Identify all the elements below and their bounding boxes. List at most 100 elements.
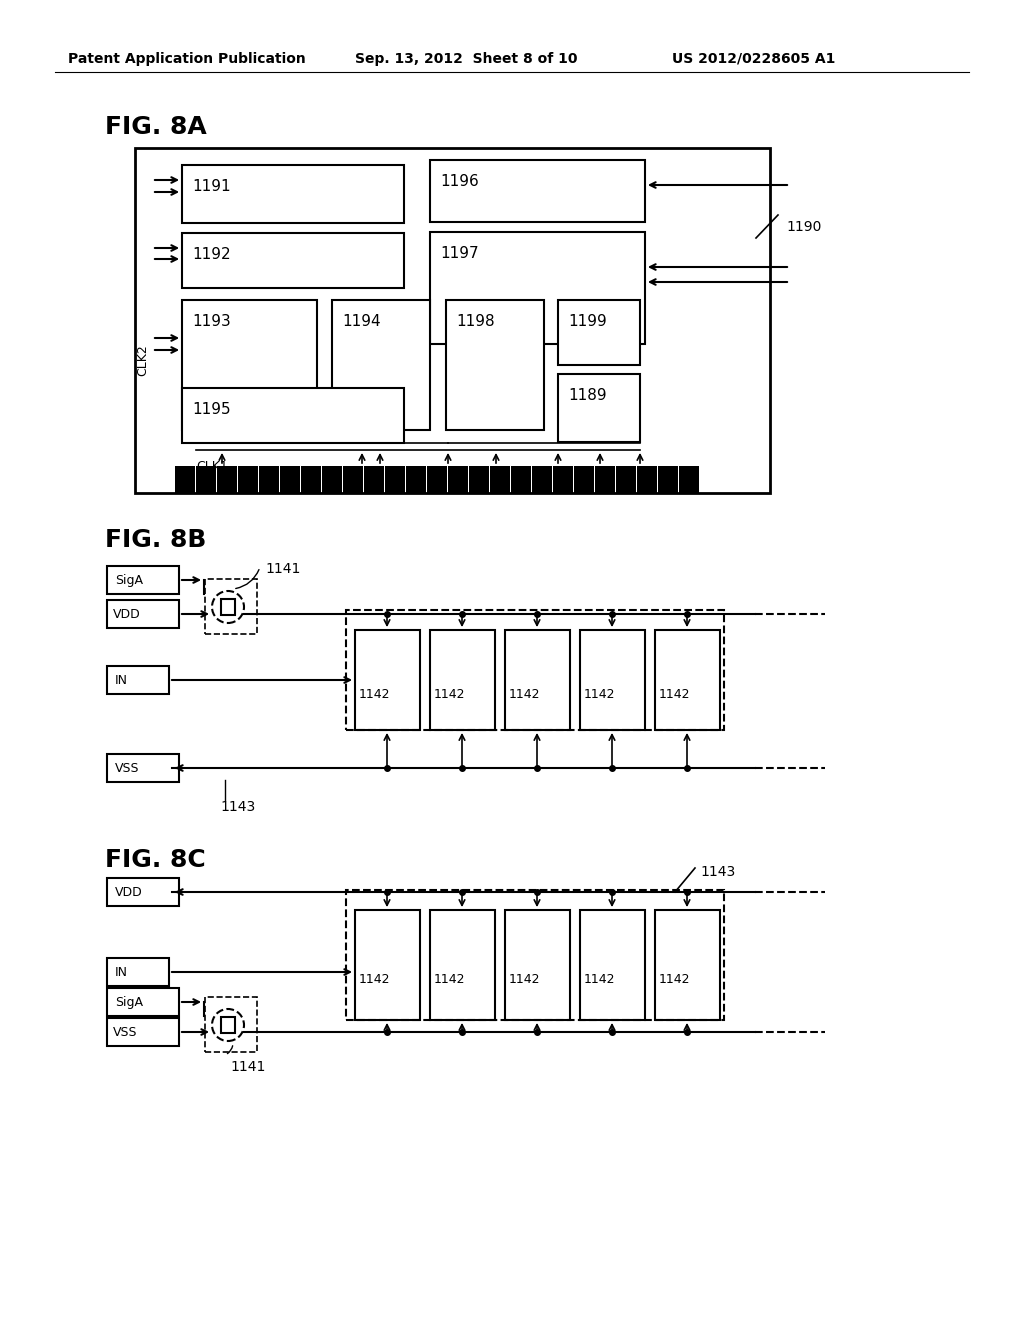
Text: 1142: 1142 — [659, 973, 690, 986]
Text: 1142: 1142 — [584, 688, 615, 701]
Bar — [430, 232, 645, 345]
Bar — [106, 987, 179, 1016]
Bar — [106, 878, 179, 906]
Bar — [135, 148, 770, 492]
Bar — [106, 958, 169, 986]
Bar — [182, 165, 404, 223]
Bar — [505, 909, 570, 1020]
Text: FIG. 8A: FIG. 8A — [105, 115, 207, 139]
Bar — [406, 466, 426, 494]
Bar — [558, 374, 640, 442]
Text: 1191: 1191 — [193, 180, 230, 194]
Bar — [106, 1018, 179, 1045]
Text: VDD: VDD — [115, 886, 142, 899]
Bar — [221, 599, 234, 615]
Bar — [505, 630, 570, 730]
Bar — [217, 466, 237, 494]
Bar — [301, 466, 321, 494]
Bar — [175, 466, 195, 494]
Bar — [106, 667, 169, 694]
Text: 1190: 1190 — [786, 220, 821, 234]
Bar — [655, 630, 720, 730]
Text: Sep. 13, 2012  Sheet 8 of 10: Sep. 13, 2012 Sheet 8 of 10 — [355, 51, 578, 66]
Bar — [558, 300, 640, 366]
Bar — [385, 466, 406, 494]
Bar — [446, 300, 544, 430]
Bar — [259, 466, 279, 494]
Text: CLK2: CLK2 — [136, 345, 150, 376]
Text: FIG. 8B: FIG. 8B — [105, 528, 207, 552]
Text: 1196: 1196 — [440, 174, 479, 189]
Bar — [346, 890, 724, 1020]
Bar — [655, 909, 720, 1020]
Text: FIG. 8C: FIG. 8C — [105, 847, 206, 873]
Bar — [430, 630, 495, 730]
Bar — [511, 466, 531, 494]
Text: 1194: 1194 — [342, 314, 381, 329]
Bar — [280, 466, 300, 494]
Bar — [106, 601, 179, 628]
Bar — [182, 388, 404, 444]
Text: 1192: 1192 — [193, 247, 230, 261]
Text: SigA: SigA — [115, 574, 143, 587]
Text: 1143: 1143 — [220, 800, 255, 814]
Bar — [469, 466, 489, 494]
Bar — [637, 466, 657, 494]
Text: IN: IN — [115, 675, 128, 686]
Bar — [182, 300, 317, 430]
Text: 1189: 1189 — [568, 388, 606, 403]
Text: 1141: 1141 — [265, 562, 300, 576]
Text: IN: IN — [115, 966, 128, 979]
Text: 1198: 1198 — [456, 314, 495, 329]
Bar — [196, 466, 216, 494]
Text: 1141: 1141 — [230, 1060, 265, 1074]
Text: VSS: VSS — [115, 762, 139, 775]
Bar — [238, 466, 258, 494]
Text: 1142: 1142 — [659, 688, 690, 701]
Bar — [616, 466, 636, 494]
Circle shape — [212, 1008, 244, 1041]
Bar — [658, 466, 678, 494]
Bar — [332, 300, 430, 430]
Bar — [322, 466, 342, 494]
Bar — [182, 234, 404, 288]
Text: 1199: 1199 — [568, 314, 607, 329]
Bar — [205, 579, 257, 634]
Text: 1142: 1142 — [509, 973, 541, 986]
Bar — [427, 466, 447, 494]
Text: 1142: 1142 — [434, 688, 466, 701]
Bar — [449, 466, 468, 494]
Bar — [355, 909, 420, 1020]
Text: 1195: 1195 — [193, 403, 230, 417]
Text: 1142: 1142 — [359, 973, 390, 986]
Bar — [346, 610, 724, 730]
Bar — [221, 1016, 234, 1034]
Bar — [580, 630, 645, 730]
Text: 1193: 1193 — [193, 314, 230, 329]
Bar — [355, 630, 420, 730]
Circle shape — [212, 591, 244, 623]
Text: VSS: VSS — [113, 1026, 137, 1039]
Bar — [580, 909, 645, 1020]
Text: CLK1: CLK1 — [196, 459, 227, 473]
Bar — [430, 909, 495, 1020]
Bar — [430, 160, 645, 222]
Bar — [532, 466, 552, 494]
Bar — [574, 466, 594, 494]
Bar — [205, 997, 257, 1052]
Text: 1142: 1142 — [359, 688, 390, 701]
Bar — [679, 466, 699, 494]
Bar — [106, 566, 179, 594]
Text: Patent Application Publication: Patent Application Publication — [68, 51, 306, 66]
Bar — [343, 466, 362, 494]
Text: US 2012/0228605 A1: US 2012/0228605 A1 — [672, 51, 836, 66]
Text: 1142: 1142 — [434, 973, 466, 986]
Text: VDD: VDD — [113, 609, 140, 620]
Text: 1142: 1142 — [509, 688, 541, 701]
Bar — [364, 466, 384, 494]
Text: 1142: 1142 — [584, 973, 615, 986]
Text: 1143: 1143 — [700, 865, 735, 879]
Bar — [553, 466, 573, 494]
Bar — [490, 466, 510, 494]
Bar — [106, 754, 179, 781]
